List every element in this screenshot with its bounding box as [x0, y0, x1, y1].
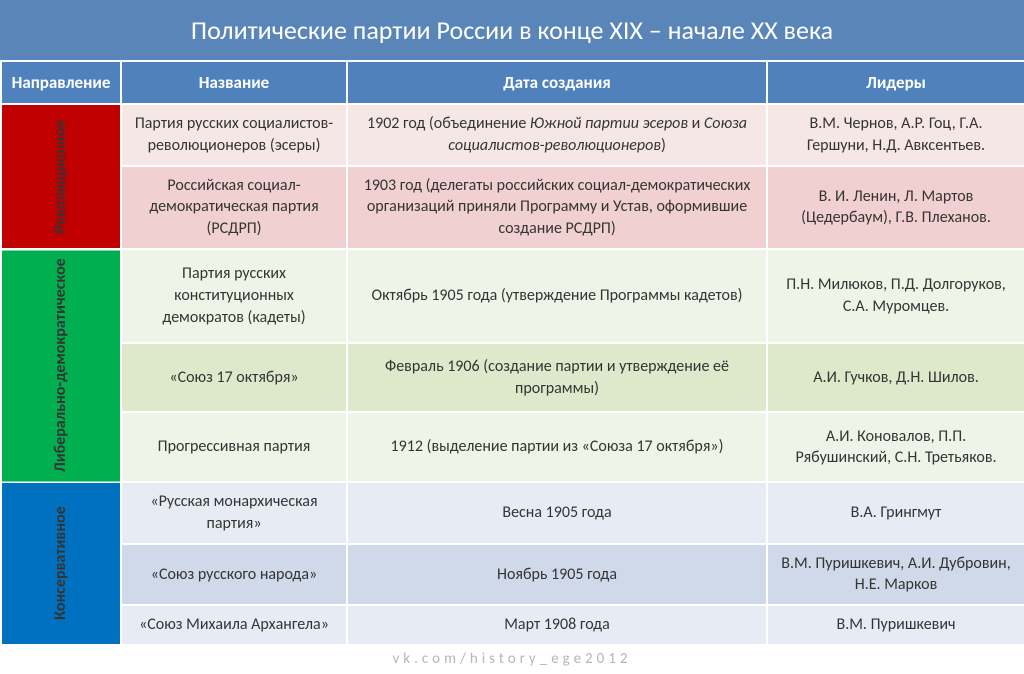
- party-date-cell: Март 1908 года: [347, 605, 767, 645]
- party-date-cell: Октябрь 1905 года (утверждение Программы…: [347, 249, 767, 343]
- party-leaders-cell: В. И. Ленин, Л. Мартов (Цедербаум), Г.В.…: [767, 166, 1024, 249]
- party-date-cell: 1902 год (объединение Южной партии эсеро…: [347, 104, 767, 166]
- party-date-cell: Весна 1905 года: [347, 482, 767, 544]
- party-leaders-cell: В.М. Пуришкевич: [767, 605, 1024, 645]
- party-leaders-cell: А.И. Гучков, Д.Н. Шилов.: [767, 343, 1024, 413]
- table-row: «Союз Михаила Архангела»Март 1908 годаВ.…: [1, 605, 1024, 645]
- party-name-cell: Партия русских социалистов-революционеро…: [121, 104, 347, 166]
- party-leaders-cell: А.И. Коновалов, П.П. Рябушинский, С.Н. Т…: [767, 412, 1024, 482]
- header-date: Дата создания: [347, 61, 767, 104]
- direction-cell: Революционное: [1, 104, 121, 249]
- header-direction: Направление: [1, 61, 121, 104]
- party-date-cell: 1903 год (делегаты российских социал-дем…: [347, 166, 767, 249]
- party-name-cell: Партия русских конституционных демократо…: [121, 249, 347, 343]
- page-title: Политические партии России в конце XIX –…: [0, 0, 1024, 60]
- table-row: РеволюционноеПартия русских социалистов-…: [1, 104, 1024, 166]
- party-date-cell: Ноябрь 1905 года: [347, 544, 767, 606]
- party-leaders-cell: В.М. Чернов, А.Р. Гоц, Г.А. Гершуни, Н.Д…: [767, 104, 1024, 166]
- table-header-row: Направление Название Дата создания Лидер…: [1, 61, 1024, 104]
- footer-credit: vk.com/history_ege2012: [0, 646, 1024, 674]
- party-date-cell: 1912 (выделение партии из «Союза 17 октя…: [347, 412, 767, 482]
- party-leaders-cell: В.М. Пуришкевич, А.И. Дубровин, Н.Е. Мар…: [767, 544, 1024, 606]
- party-name-cell: «Союз 17 октября»: [121, 343, 347, 413]
- header-leaders: Лидеры: [767, 61, 1024, 104]
- page-root: Политические партии России в конце XIX –…: [0, 0, 1024, 674]
- table-row: Прогрессивная партия1912 (выделение парт…: [1, 412, 1024, 482]
- party-name-cell: «Союз Михаила Архангела»: [121, 605, 347, 645]
- table-row: «Союз русского народа»Ноябрь 1905 годаВ.…: [1, 544, 1024, 606]
- parties-table: Направление Название Дата создания Лидер…: [0, 60, 1024, 646]
- party-name-cell: Прогрессивная партия: [121, 412, 347, 482]
- party-leaders-cell: В.А. Грингмут: [767, 482, 1024, 544]
- party-leaders-cell: П.Н. Милюков, П.Д. Долгоруков, С.А. Муро…: [767, 249, 1024, 343]
- table-head: Направление Название Дата создания Лидер…: [1, 61, 1024, 104]
- table-row: Российская социал-демократическая партия…: [1, 166, 1024, 249]
- table-body: РеволюционноеПартия русских социалистов-…: [1, 104, 1024, 645]
- table-row: Консервативное«Русская монархическая пар…: [1, 482, 1024, 544]
- table-row: «Союз 17 октября»Февраль 1906 (создание …: [1, 343, 1024, 413]
- header-name: Название: [121, 61, 347, 104]
- party-date-cell: Февраль 1906 (создание партии и утвержде…: [347, 343, 767, 413]
- party-name-cell: «Союз русского народа»: [121, 544, 347, 606]
- direction-cell: Либерально-демократическое: [1, 249, 121, 482]
- table-row: Либерально-демократическоеПартия русских…: [1, 249, 1024, 343]
- party-name-cell: Российская социал-демократическая партия…: [121, 166, 347, 249]
- party-name-cell: «Русская монархическая партия»: [121, 482, 347, 544]
- direction-cell: Консервативное: [1, 482, 121, 645]
